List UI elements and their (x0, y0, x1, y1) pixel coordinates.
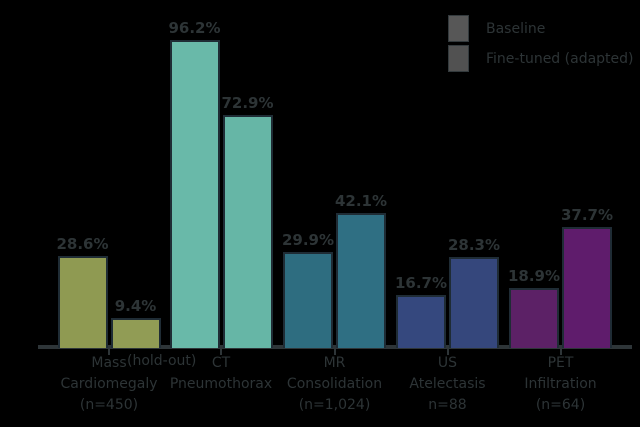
bar-baseline-group-1 (57, 256, 108, 348)
legend-item-2: Fine-tuned (adapted) (448, 45, 634, 72)
bar-value-label: 29.9% (281, 231, 335, 250)
x-tick-label-group-1: Mass Cardiomegaly (n=450) (60, 355, 158, 413)
legend-swatch-icon (448, 15, 469, 42)
bar-value-label: 28.6% (56, 235, 109, 254)
x-tick (108, 349, 110, 355)
bar-baseline-group-4 (396, 294, 446, 348)
x-tick (220, 349, 222, 355)
bar-value-label: 72.9% (221, 93, 274, 112)
bar-baseline-group-2 (169, 40, 220, 348)
x-tick-label-group-3: MR Consolidation (n=1,024) (286, 355, 383, 413)
legend-swatch-icon (448, 45, 469, 72)
bar-value-label: 37.7% (560, 206, 614, 225)
x-tick-label-group-4: US Atelectasis n=88 (409, 355, 486, 413)
x-axis-line (38, 345, 632, 349)
chart-legend: Baseline Fine-tuned (adapted) (448, 15, 634, 75)
bar-value-label: 16.7% (394, 273, 448, 292)
x-tick (333, 349, 336, 355)
bar-value-label: 96.2% (168, 19, 221, 38)
bar-value-label: 28.3% (447, 236, 501, 255)
legend-item-label: Baseline (486, 20, 546, 37)
bar-fine-tuned-adapted-group-5 (562, 227, 612, 348)
bar-fine-tuned-adapted-group-3 (336, 213, 386, 348)
bar-value-label: 18.9% (507, 266, 561, 285)
x-tick-label-group-2: CT Pneumothorax (169, 355, 273, 392)
bar-baseline-group-3 (283, 252, 333, 348)
bar-fine-tuned-adapted-group-4 (449, 257, 499, 348)
bar-fine-tuned-adapted-group-1 (110, 317, 161, 348)
axis-annotation: (hold-out) (127, 353, 197, 369)
bar-value-label: 9.4% (114, 296, 157, 315)
bar-value-label: 42.1% (334, 192, 388, 211)
x-tick (446, 349, 449, 355)
x-tick (559, 349, 562, 355)
legend-item-1: Baseline (448, 15, 634, 42)
x-tick-label-group-5: PET Infiltration (n=64) (524, 355, 597, 413)
legend-item-label: Fine-tuned (adapted) (486, 50, 634, 67)
bar-baseline-group-5 (509, 287, 559, 348)
bar-fine-tuned-adapted-group-2 (222, 114, 273, 348)
